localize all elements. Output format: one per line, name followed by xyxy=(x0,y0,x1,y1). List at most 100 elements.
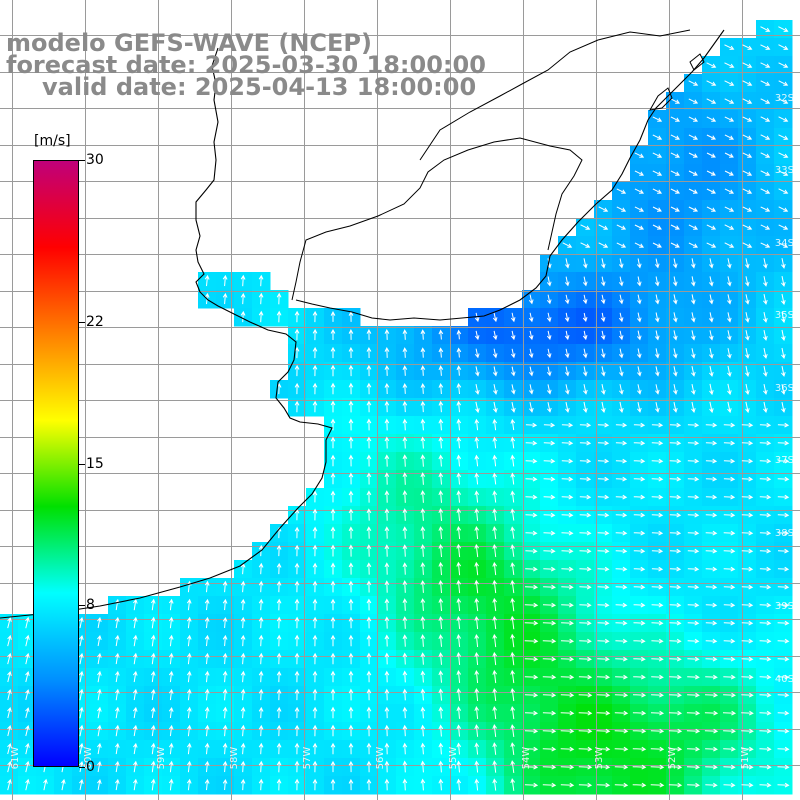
wind-arrow xyxy=(168,652,174,665)
wind-arrow xyxy=(687,530,700,536)
wind-arrow xyxy=(759,710,772,716)
wind-arrow xyxy=(7,634,12,647)
wind-arrow xyxy=(691,312,696,323)
wind-arrow xyxy=(492,651,498,666)
wind-arrow xyxy=(596,674,611,680)
wind-arrow xyxy=(691,258,696,269)
wind-arrow xyxy=(686,710,701,716)
wind-arrow xyxy=(560,638,575,644)
wind-arrow xyxy=(543,440,556,446)
wind-arrow xyxy=(438,543,444,558)
wind-arrow xyxy=(597,620,610,626)
wind-arrow xyxy=(724,134,735,140)
wind-arrow xyxy=(294,742,300,755)
wind-arrow xyxy=(741,782,754,788)
wind-arrow xyxy=(691,401,696,414)
wind-arrow xyxy=(294,364,300,377)
wind-arrow xyxy=(759,638,772,644)
wind-arrow xyxy=(564,330,570,341)
wind-arrow xyxy=(276,544,282,557)
wind-arrow xyxy=(741,566,754,572)
wind-arrow xyxy=(546,366,552,377)
wind-arrow xyxy=(25,634,30,647)
wind-arrow xyxy=(366,742,372,755)
wind-arrow xyxy=(294,652,300,665)
wind-arrow xyxy=(474,436,480,449)
wind-arrow xyxy=(529,402,534,413)
wind-arrow xyxy=(688,188,698,194)
wind-arrow xyxy=(600,330,606,341)
wind-arrow xyxy=(596,710,611,716)
wind-arrow xyxy=(438,490,444,503)
wind-arrow xyxy=(222,634,228,647)
wind-arrow xyxy=(778,44,789,50)
wind-arrow xyxy=(384,526,390,539)
wind-arrow xyxy=(402,616,408,629)
wind-arrow xyxy=(524,584,539,590)
wind-arrow xyxy=(510,366,516,377)
wind-arrow xyxy=(276,742,282,755)
wind-arrow xyxy=(492,366,498,377)
wind-arrow xyxy=(384,490,390,503)
wind-arrow xyxy=(258,724,264,737)
wind-arrow xyxy=(705,458,718,464)
wind-arrow xyxy=(366,688,372,701)
wind-arrow xyxy=(510,724,515,737)
wind-arrow xyxy=(687,458,700,464)
wind-arrow xyxy=(669,512,682,518)
wind-arrow xyxy=(204,598,210,611)
colorbar-label: 15 xyxy=(86,455,104,472)
wind-arrow xyxy=(402,580,408,593)
wind-arrow xyxy=(204,634,210,647)
wind-arrow xyxy=(560,656,575,662)
wind-arrow xyxy=(222,652,228,665)
wind-arrow xyxy=(654,276,660,287)
wind-arrow xyxy=(777,512,790,518)
wind-arrow xyxy=(150,760,156,773)
wind-arrow xyxy=(543,530,556,536)
wind-arrow xyxy=(420,365,426,376)
wind-arrow xyxy=(474,724,480,737)
longitude-label: 53W xyxy=(594,747,605,770)
wind-arrow xyxy=(7,652,12,665)
wind-arrow xyxy=(633,458,646,464)
wind-arrow xyxy=(723,530,736,536)
wind-arrow xyxy=(579,566,592,572)
wind-arrow xyxy=(561,620,574,626)
wind-arrow xyxy=(741,440,754,446)
wind-arrow xyxy=(741,692,754,698)
wind-arrow xyxy=(542,656,557,662)
wind-arrow xyxy=(348,364,354,377)
wind-arrow xyxy=(561,494,574,500)
longitude-label: 59W xyxy=(156,747,167,770)
wind-arrow xyxy=(474,418,480,431)
wind-arrow xyxy=(709,276,714,287)
wind-arrow xyxy=(652,134,663,140)
lagoon xyxy=(649,53,705,111)
wind-arrow xyxy=(741,602,754,608)
wind-arrow xyxy=(528,348,534,359)
wind-arrow xyxy=(402,329,408,340)
wind-arrow xyxy=(668,746,683,752)
wind-arrow xyxy=(384,742,390,755)
wind-arrow xyxy=(456,724,462,737)
wind-arrow xyxy=(474,454,480,467)
wind-arrow xyxy=(186,724,192,737)
wind-arrow xyxy=(222,670,228,683)
wind-arrow xyxy=(240,292,246,305)
wind-arrow xyxy=(366,382,372,395)
wind-arrow xyxy=(384,418,390,431)
wind-arrow xyxy=(348,706,354,719)
wind-arrow xyxy=(741,638,754,644)
wind-arrow xyxy=(61,778,66,791)
wind-arrow xyxy=(348,778,354,791)
wind-arrow xyxy=(669,548,682,554)
wind-arrow xyxy=(222,274,228,287)
wind-arrow xyxy=(402,472,408,485)
wind-arrow xyxy=(366,508,372,521)
wind-arrow xyxy=(546,312,552,323)
wind-arrow xyxy=(597,566,610,572)
wind-arrow xyxy=(724,80,735,86)
wind-arrow xyxy=(759,458,772,464)
